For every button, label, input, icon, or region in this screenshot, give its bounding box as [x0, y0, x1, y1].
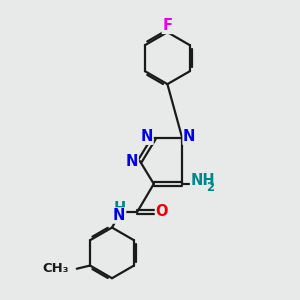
Text: CH₃: CH₃ — [42, 262, 68, 275]
Text: 2: 2 — [206, 181, 214, 194]
Text: O: O — [155, 204, 168, 219]
Text: H: H — [113, 201, 125, 216]
Text: N: N — [141, 129, 153, 144]
Text: F: F — [162, 18, 172, 33]
Text: N: N — [113, 208, 125, 223]
Text: N: N — [126, 154, 138, 169]
Text: NH: NH — [190, 173, 215, 188]
Text: N: N — [183, 129, 195, 144]
